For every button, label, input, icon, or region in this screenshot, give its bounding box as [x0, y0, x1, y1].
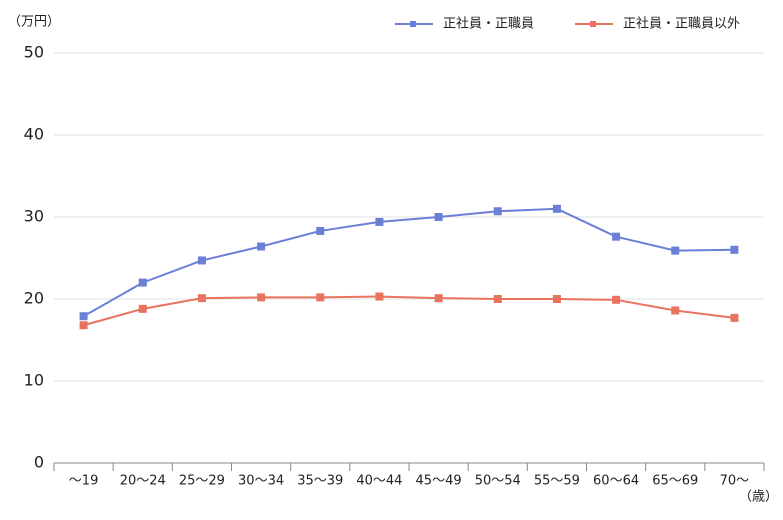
x-tick-label: 20〜24 — [120, 474, 166, 489]
point — [375, 217, 384, 226]
series-line — [83, 295, 735, 327]
point — [493, 207, 502, 216]
x-tick-label: 30〜34 — [238, 474, 284, 489]
y-tick-label: 30 — [24, 207, 44, 226]
point — [138, 278, 147, 287]
point — [434, 213, 443, 221]
x-tick-label: 45〜49 — [416, 474, 462, 489]
point — [612, 232, 621, 241]
x-tick-label: 55〜59 — [534, 474, 580, 489]
point — [257, 293, 266, 302]
point — [671, 306, 680, 315]
x-tick-label: 50〜54 — [475, 474, 521, 489]
point — [671, 246, 680, 255]
point — [197, 256, 206, 265]
y-tick-label: 0 — [34, 453, 44, 472]
point — [138, 304, 147, 313]
legend-marker — [590, 21, 596, 27]
legend-label: 正社員・正職員 — [443, 16, 534, 32]
point — [434, 294, 443, 303]
point — [197, 294, 206, 303]
point — [612, 295, 621, 304]
point — [730, 313, 739, 322]
point — [730, 245, 739, 254]
point — [79, 312, 88, 321]
y-tick-label: 20 — [24, 289, 44, 308]
y-tick-label: 40 — [24, 125, 44, 144]
point — [316, 226, 325, 235]
point — [552, 295, 561, 303]
point — [257, 242, 266, 251]
point — [375, 292, 384, 301]
point — [552, 204, 561, 213]
point — [79, 321, 88, 330]
x-unit: （歳） — [739, 490, 778, 505]
y-tick-label: 50 — [24, 43, 44, 62]
x-tick-label: 65〜69 — [652, 474, 698, 489]
x-tick-label: 40〜44 — [356, 474, 402, 489]
legend-label: 正社員・正職員以外 — [623, 16, 740, 32]
y-tick-label: 10 — [24, 371, 44, 390]
x-tick-label: 35〜39 — [297, 474, 343, 489]
point — [316, 293, 325, 302]
series-line — [83, 207, 735, 318]
x-tick-label: 〜19 — [69, 474, 99, 489]
legend-marker — [410, 21, 416, 27]
point — [493, 295, 502, 303]
x-tick-label: 25〜29 — [179, 474, 225, 489]
x-tick-label: 60〜64 — [593, 474, 639, 489]
x-tick-label: 70〜 — [720, 474, 750, 489]
y-unit: （万円） — [8, 15, 60, 30]
